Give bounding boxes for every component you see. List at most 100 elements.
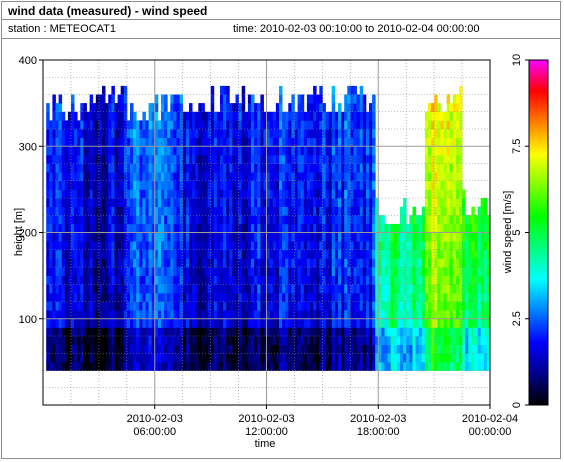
heatmap-cell <box>77 284 81 294</box>
heatmap-cell <box>431 198 435 207</box>
heatmap-cell <box>226 103 230 113</box>
heatmap-cell <box>114 172 118 182</box>
heatmap-cell <box>316 120 320 130</box>
heatmap-cell <box>80 129 84 138</box>
heatmap-cell <box>157 189 162 199</box>
heatmap-cell <box>403 198 407 207</box>
heatmap-cell <box>226 292 230 302</box>
heatmap-cell <box>204 111 208 121</box>
heatmap-cell <box>282 206 286 216</box>
heatmap-cell <box>356 163 361 173</box>
heatmap-cell <box>462 336 466 345</box>
heatmap-cell <box>462 353 466 363</box>
heatmap-cell <box>356 120 361 130</box>
heatmap-cell <box>185 249 190 259</box>
heatmap-cell <box>133 301 137 311</box>
heatmap-cell <box>347 327 351 337</box>
heatmap-cell <box>55 189 59 199</box>
heatmap-cell <box>142 292 146 302</box>
heatmap-cell <box>483 249 488 259</box>
heatmap-cell <box>52 198 56 207</box>
heatmap-cell <box>387 310 392 320</box>
heatmap-cell <box>189 344 193 354</box>
heatmap-cell <box>431 353 435 363</box>
heatmap-cell <box>282 146 286 156</box>
heatmap-cell <box>459 275 463 285</box>
heatmap-cell <box>164 327 168 337</box>
y-tick-label: 400 <box>19 55 37 67</box>
heatmap-cell <box>338 137 342 147</box>
heatmap-cell <box>428 267 432 276</box>
heatmap-cell <box>86 180 90 190</box>
heatmap-cell <box>105 353 109 363</box>
heatmap-cell <box>167 275 171 285</box>
heatmap-cell <box>58 267 63 276</box>
heatmap-cell <box>387 301 392 311</box>
heatmap-cell <box>452 120 457 130</box>
heatmap-cell <box>294 249 298 259</box>
heatmap-cell <box>117 154 122 164</box>
heatmap-cell <box>145 129 149 138</box>
heatmap-cell <box>83 258 87 268</box>
heatmap-cell <box>421 353 426 363</box>
heatmap-cell <box>465 301 469 311</box>
heatmap-cell <box>297 94 302 104</box>
heatmap-cell <box>49 327 53 337</box>
heatmap-cell <box>182 180 187 190</box>
heatmap-cell <box>86 327 90 337</box>
heatmap-cell <box>412 310 416 320</box>
heatmap-cell <box>322 198 326 207</box>
heatmap-cell <box>142 301 146 311</box>
heatmap-cell <box>185 267 190 276</box>
heatmap-cell <box>207 129 212 138</box>
heatmap-cell <box>58 111 63 121</box>
heatmap-cell <box>64 361 69 371</box>
heatmap-cell <box>412 292 416 302</box>
heatmap-cell <box>378 318 382 328</box>
heatmap-cell <box>170 223 174 233</box>
heatmap-cell <box>282 249 286 259</box>
heatmap-cell <box>111 241 115 251</box>
heatmap-cell <box>80 146 84 156</box>
heatmap-cell <box>381 344 385 354</box>
heatmap-cell <box>316 103 320 113</box>
heatmap-cell <box>462 232 466 242</box>
heatmap-cell <box>279 301 283 311</box>
heatmap-cell <box>300 232 305 242</box>
heatmap-cell <box>123 154 128 164</box>
heatmap-cell <box>313 241 317 251</box>
heatmap-cell <box>52 310 56 320</box>
heatmap-cell <box>396 336 401 345</box>
heatmap-cell <box>440 215 444 225</box>
heatmap-cell <box>154 120 159 130</box>
heatmap-cell <box>198 267 202 276</box>
heatmap-cell <box>49 267 53 276</box>
heatmap-cell <box>403 310 407 320</box>
heatmap-cell <box>266 198 271 207</box>
heatmap-cell <box>325 180 329 190</box>
heatmap-cell <box>201 111 205 121</box>
heatmap-cell <box>365 292 370 302</box>
heatmap-cell <box>148 301 153 311</box>
heatmap-cell <box>74 189 78 199</box>
heatmap-cell <box>341 146 345 156</box>
heatmap-cell <box>275 137 280 147</box>
heatmap-cell <box>477 267 482 276</box>
heatmap-cell <box>440 172 444 182</box>
heatmap-cell <box>251 353 255 363</box>
heatmap-cell <box>226 111 230 121</box>
heatmap-cell <box>347 361 351 371</box>
heatmap-cell <box>294 154 298 164</box>
heatmap-cell <box>415 223 420 233</box>
heatmap-cell <box>105 206 109 216</box>
heatmap-cell <box>170 241 174 251</box>
heatmap-cell <box>139 223 143 233</box>
heatmap-cell <box>136 284 140 294</box>
heatmap-cell <box>263 361 267 371</box>
heatmap-cell <box>164 137 168 147</box>
heatmap-cell <box>350 223 354 233</box>
heatmap-cell <box>362 180 367 190</box>
heatmap-cell <box>254 180 258 190</box>
heatmap-cell <box>185 336 190 345</box>
y-tick-label: 300 <box>19 141 37 153</box>
